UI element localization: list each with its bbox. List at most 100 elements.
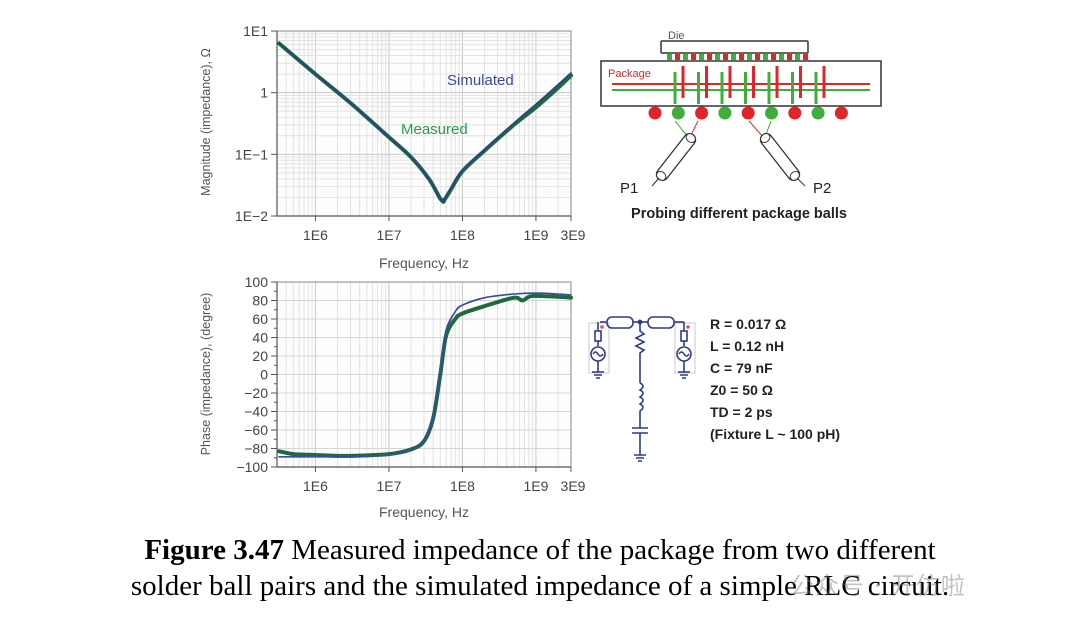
- die-bump: [747, 54, 752, 60]
- mag-point-measured: [450, 189, 451, 190]
- solder-ball: [671, 106, 685, 120]
- ph-point-measured: [293, 453, 294, 454]
- mag-point-measured: [535, 107, 536, 108]
- mag-point-measured: [315, 74, 316, 75]
- caption-line-2: solder ball pairs and the simulated impe…: [130, 570, 950, 602]
- probe-p1: [651, 120, 699, 187]
- ph-point-measured: [522, 300, 523, 301]
- phase-grid: [276, 281, 572, 468]
- ph-point-simulated: [535, 293, 536, 294]
- ph-point-measured: [528, 296, 529, 297]
- ph-point-measured: [440, 374, 441, 375]
- phase-y-label: Phase (impedance), (degree): [199, 293, 213, 456]
- capacitor-icon: [632, 427, 648, 455]
- ph-point-measured: [484, 305, 485, 306]
- transmission-line-2: [647, 316, 675, 329]
- param-td: TD = 2 ps: [710, 404, 773, 420]
- ph-point-simulated: [278, 456, 279, 457]
- die-bump: [731, 54, 736, 60]
- solder-ball: [648, 106, 662, 120]
- mag-point-measured: [462, 171, 463, 172]
- die-bump: [675, 54, 680, 60]
- mag-point-measured: [278, 43, 279, 44]
- ph-series-simulated-overlay: [279, 292, 572, 458]
- mag-point-measured: [388, 137, 389, 138]
- die-bump: [803, 54, 808, 60]
- ph-point-measured: [278, 451, 279, 452]
- probe-p1-label: P1: [620, 180, 638, 197]
- ground-3-icon: [634, 454, 646, 462]
- ph-point-simulated: [462, 305, 463, 306]
- phase-series: [277, 292, 573, 458]
- magnitude-annotation-measured: Measured: [401, 121, 468, 138]
- mag-point-simulated: [513, 123, 514, 124]
- die-bump: [699, 54, 704, 60]
- mag-y-tick-label: 1E1: [243, 23, 268, 39]
- ph-point-measured: [570, 297, 571, 298]
- transmission-line-1: [606, 316, 634, 329]
- watermark: 公众号 · 开仿啦: [790, 572, 966, 600]
- ph-point-simulated: [557, 293, 558, 294]
- ph-point-measured: [462, 313, 463, 314]
- magnitude-plot: 1E6 1E7 1E8 1E9 3E9 1E1 1 1E−1 1E−2 Simulated Me…: [199, 23, 586, 271]
- ph-point-simulated: [446, 330, 447, 331]
- solder-ball: [788, 106, 802, 120]
- die-bump: [779, 54, 784, 60]
- ph-x-tick-label: 1E9: [523, 478, 548, 494]
- ph-y-tick-label: 20: [252, 348, 268, 364]
- ph-y-tick-label: 0: [260, 367, 268, 383]
- die-bump: [739, 54, 744, 60]
- caption-line-1: Figure 3.47 Measured impedance of the pa…: [0, 532, 1080, 568]
- param-fixture: (Fixture L ~ 100 pH): [710, 426, 840, 442]
- ph-x-tick-label: 1E7: [376, 478, 401, 494]
- mag-point-simulated: [557, 84, 558, 85]
- solder-ball: [834, 106, 848, 120]
- mag-point-simulated: [570, 72, 571, 73]
- solder-ball: [811, 106, 825, 120]
- phase-axes: 1E6 1E7 1E8 1E9 3E9 100 80 60 40 20 0 −20 −40 −60 −80 −…: [236, 274, 585, 494]
- ph-point-measured: [350, 455, 351, 456]
- die-bump: [715, 54, 720, 60]
- ph-point-simulated: [570, 294, 571, 295]
- magnitude-y-label: Magnitude (impedance), Ω: [199, 48, 213, 196]
- phase-x-label: Frequency, Hz: [379, 504, 469, 520]
- ph-y-tick-label: −80: [244, 441, 268, 457]
- ph-y-tick-label: −60: [244, 422, 268, 438]
- ph-point-measured: [446, 335, 447, 336]
- solder-ball: [765, 106, 778, 120]
- ph-point-measured: [433, 417, 434, 418]
- port1-box: [588, 322, 610, 374]
- ph-point-measured: [423, 441, 424, 442]
- die-bump: [683, 54, 688, 60]
- magnitude-annotation-simulated: Simulated: [447, 72, 514, 89]
- ph-point-simulated: [513, 293, 514, 294]
- magnitude-x-label: Frequency, Hz: [379, 255, 469, 271]
- phase-plot: 1E6 1E7 1E8 1E9 3E9 100 80 60 40 20 0 −20 −40 −60 −80 −…: [199, 274, 586, 520]
- port2-box: [674, 322, 696, 374]
- mag-x-tick-label: 1E9: [523, 227, 548, 243]
- ph-x-tick-label: 1E8: [450, 478, 475, 494]
- param-c: C = 79 nF: [710, 360, 773, 376]
- ph-y-tick-label: 80: [252, 293, 268, 309]
- ph-y-tick-label: −40: [244, 404, 268, 420]
- ph-point-measured: [535, 295, 536, 296]
- mag-x-tick-label: 3E9: [561, 227, 586, 243]
- die-bump: [691, 54, 696, 60]
- ph-point-measured: [388, 453, 389, 454]
- ph-x-tick-label: 1E6: [303, 478, 328, 494]
- ph-point-measured: [410, 449, 411, 450]
- ph-point-simulated: [440, 369, 441, 370]
- die-bumps: [667, 54, 808, 60]
- ph-point-measured: [557, 296, 558, 297]
- mag-point-measured: [440, 198, 441, 199]
- circuit-parameters: R = 0.017 Ω L = 0.12 nH C = 79 nF Z0 = 5…: [710, 316, 840, 442]
- ph-point-simulated: [484, 297, 485, 298]
- figure-caption: Figure 3.47 Measured impedance of the pa…: [0, 532, 1080, 604]
- param-l: L = 0.12 nH: [710, 338, 784, 354]
- magnitude-series: [277, 41, 573, 204]
- mag-point-measured: [350, 102, 351, 103]
- mag-point-measured: [557, 87, 558, 88]
- ph-point-measured: [455, 318, 456, 319]
- mag-x-tick-label: 1E7: [376, 227, 401, 243]
- solder-balls: [648, 106, 848, 120]
